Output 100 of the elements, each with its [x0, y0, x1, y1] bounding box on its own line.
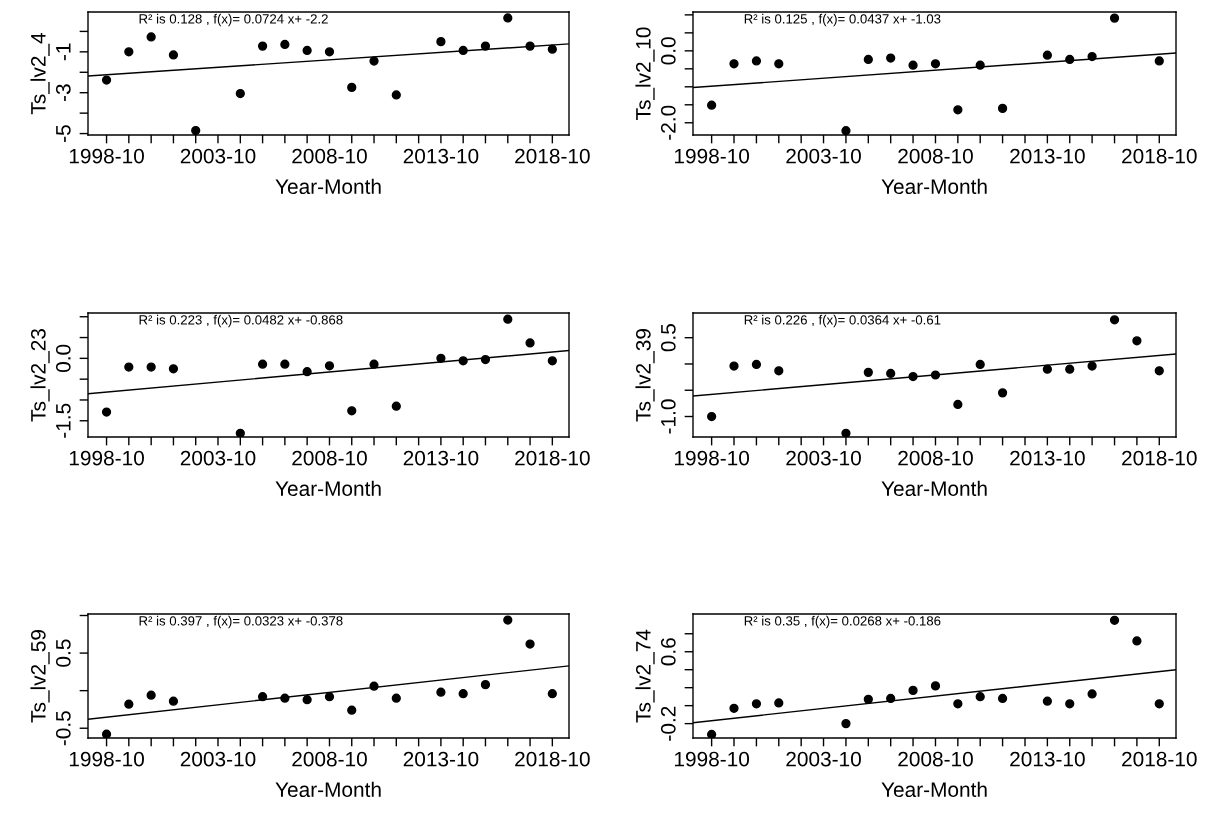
point [975, 692, 985, 702]
point [503, 615, 513, 625]
point [908, 685, 918, 695]
point [280, 693, 290, 703]
point [324, 361, 335, 371]
x-axis-title: Year-Month [275, 178, 381, 195]
point [369, 56, 379, 66]
point [235, 428, 245, 437]
x-axis-title: Year-Month [275, 480, 381, 497]
y-tick-label: -0.2 [660, 706, 676, 741]
point [101, 729, 112, 738]
point [391, 401, 401, 411]
point [751, 56, 762, 66]
point [1065, 364, 1075, 374]
y-tick-label: -5 [56, 125, 71, 142]
point [930, 370, 941, 380]
point [124, 699, 134, 709]
point [480, 680, 491, 690]
point [774, 59, 784, 69]
point [729, 59, 739, 69]
point [347, 406, 357, 416]
x-tick-label: 2008-10 [898, 148, 973, 164]
x-tick-label: 2018-10 [1122, 450, 1197, 466]
x-axis-title: Year-Month [881, 781, 987, 798]
point [908, 371, 918, 382]
point [997, 103, 1008, 114]
x-tick-label: 2013-10 [403, 450, 479, 466]
y-tick-label: -1.5 [56, 403, 71, 438]
point [1132, 336, 1142, 346]
point [347, 82, 357, 93]
y-tick-label: -2.0 [660, 105, 676, 140]
annotation: R² is 0.226 , f(x)= 0.0364 x+ -0.61 [744, 314, 941, 328]
point [729, 361, 739, 371]
x-tick-label: 2008-10 [292, 751, 367, 767]
point [751, 359, 762, 370]
point [480, 354, 491, 365]
point [886, 693, 896, 704]
point [191, 125, 201, 135]
x-tick-label: 1998-10 [674, 751, 750, 767]
point [841, 719, 851, 729]
y-tick-label: -1.0 [660, 399, 676, 434]
x-tick-label: 1998-10 [674, 450, 750, 466]
point [503, 314, 513, 324]
point [1154, 56, 1164, 66]
point [1042, 364, 1052, 374]
point [975, 60, 985, 70]
y-axis-title: Ts_lv2_39 [635, 329, 655, 422]
y-axis-title: Ts_lv2_10 [635, 27, 655, 120]
point [908, 60, 918, 70]
point [975, 359, 985, 370]
point [953, 699, 963, 709]
y-tick-label: 0.0 [55, 344, 71, 373]
point [302, 45, 312, 56]
point [1109, 315, 1120, 325]
x-tick-label: 2008-10 [898, 751, 973, 767]
y-tick-label: 0.0 [660, 37, 676, 65]
x-tick-label: 2003-10 [786, 148, 861, 164]
point [547, 44, 557, 54]
point [1154, 366, 1164, 376]
point [257, 359, 268, 369]
y-tick-label: 0.5 [660, 324, 676, 352]
x-tick-label: 2003-10 [180, 751, 256, 767]
x-tick-label: 2013-10 [1010, 450, 1085, 466]
x-axis-title: Year-Month [275, 781, 381, 798]
point [774, 698, 784, 708]
point [547, 689, 557, 699]
point [1065, 699, 1075, 709]
point [707, 729, 717, 738]
point [101, 75, 112, 85]
point [302, 367, 312, 377]
point [391, 90, 401, 100]
point [841, 428, 851, 437]
y-axis-title: Ts_lv2_23 [30, 329, 50, 422]
point [324, 692, 335, 702]
x-tick-label: 2008-10 [292, 148, 367, 164]
y-tick-label: -0.5 [55, 711, 71, 746]
x-tick-label: 2008-10 [292, 450, 367, 466]
y-axis-title: Ts_lv2_59 [30, 630, 50, 723]
point [1042, 696, 1052, 706]
point [146, 32, 156, 42]
point [458, 356, 468, 366]
point [436, 687, 446, 697]
point [774, 366, 784, 376]
x-tick-label: 1998-10 [69, 751, 144, 767]
point [997, 693, 1008, 704]
x-tick-label: 2003-10 [180, 148, 256, 164]
point [1109, 615, 1120, 625]
point [146, 362, 156, 372]
y-tick-label: 0.5 [55, 639, 71, 667]
x-axis-title: Year-Month [881, 480, 987, 497]
point [280, 39, 290, 50]
x-tick-label: 1998-10 [674, 148, 750, 164]
x-tick-label: 2013-10 [1010, 751, 1085, 767]
point [257, 692, 268, 702]
point [324, 47, 335, 57]
x-tick-label: 2003-10 [786, 751, 861, 767]
x-tick-label: 2013-10 [403, 751, 479, 767]
point [953, 105, 963, 115]
point [436, 37, 446, 47]
point [1109, 13, 1120, 23]
